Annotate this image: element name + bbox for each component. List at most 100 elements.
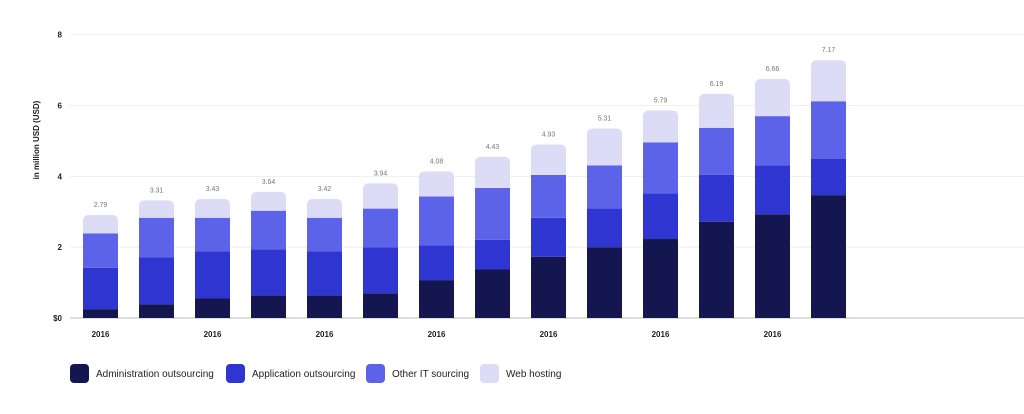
bar-segment [811,60,846,102]
x-tick-label: 2016 [92,330,110,339]
legend-item: Application outsourcing [226,364,355,383]
legend-swatch [480,364,499,383]
legend-item: Administration outsourcing [70,364,214,383]
bar-segment [755,165,790,215]
bar-segment [419,280,454,318]
y-tick-label: 2 [58,243,63,252]
bar-segment [307,295,342,318]
bar-segment [83,309,118,318]
bar-segment [307,217,342,252]
legend-swatch [70,364,89,383]
y-tick-label: 6 [58,102,63,111]
legend-label: Administration outsourcing [96,369,214,380]
data-label: 3.94 [374,170,388,177]
x-axis-ticks: 2016 2016 2016 2016 2016 2016 2016 [92,330,782,339]
x-tick-label: 2016 [428,330,446,339]
bar-segment [195,251,230,299]
y-tick-label: 8 [58,31,63,40]
data-label: 4.93 [542,131,556,138]
bar-segment [307,251,342,296]
bar-segment [811,101,846,159]
bar-segment [307,199,342,218]
data-label: 4.43 [486,144,500,151]
data-label: 7.17 [822,47,836,54]
bar-segment [195,199,230,218]
bar-segment [251,191,286,211]
legend: Administration outsourcing Application ou… [70,364,561,383]
data-label: 5.31 [598,116,612,123]
legend-item: Web hosting [480,364,561,383]
bar-segment [587,128,622,166]
bar-segment [251,210,286,250]
data-label: 6.66 [766,66,780,73]
bar-segment [699,127,734,175]
bar-stack: 7.17 [811,47,846,318]
bar-segment [139,200,174,218]
bar-segment [531,174,566,218]
bar-segment [699,221,734,318]
bar-stack: 3.43 [195,186,230,318]
bar-stack: 3.94 [363,170,398,318]
bar-segment [83,214,118,234]
y-tick-label: 4 [58,172,63,181]
bar-stack: 4.43 [475,144,510,318]
bar-stack: 6.19 [699,81,734,318]
bar-stack: 3.31 [139,187,174,318]
bar-segment [195,298,230,318]
bar-segment [419,245,454,281]
y-axis-ticks: $0 2 4 6 8 [53,31,62,323]
data-label: 6.19 [710,81,724,88]
bar-segment [195,217,230,252]
bar-segment [251,295,286,318]
bar-segment [643,110,678,143]
bar-segment [475,239,510,270]
bar-stack: 3.64 [251,179,286,318]
bar-segment [755,116,790,166]
bar-segment [83,233,118,268]
bar-segment [363,183,398,209]
bar-segment [531,256,566,318]
bar-segment [83,267,118,310]
data-label: 3.43 [206,186,220,193]
bar-segment [419,171,454,197]
bar-segment [643,193,678,240]
bar-segment [419,196,454,246]
x-tick-label: 2016 [316,330,334,339]
bar-segment [755,214,790,318]
bar-stack: 4.08 [419,158,454,318]
data-label: 3.64 [262,179,276,186]
bar-segment [699,174,734,222]
legend-label: Application outsourcing [252,369,355,380]
bar-stack: 3.42 [307,186,342,318]
legend-label: Web hosting [506,369,561,380]
bar-segment [587,208,622,248]
bar-segment [363,247,398,294]
x-tick-label: 2016 [764,330,782,339]
bar-segment [139,304,174,318]
legend-swatch [226,364,245,383]
bar-segment [699,93,734,128]
bar-segment [531,144,566,175]
bar-segment [587,165,622,209]
x-tick-label: 2016 [204,330,222,339]
bar-stack: 4.93 [531,131,566,318]
legend-swatch [366,364,385,383]
data-label: 2.79 [94,202,108,209]
bar-segment [251,249,286,296]
legend-label: Other IT sourcing [392,369,469,380]
bar-segment [811,158,846,196]
x-tick-label: 2016 [652,330,670,339]
bar-segment [363,208,398,248]
bar-segment [475,188,510,240]
bar-stack: 2.79 [83,202,118,318]
y-axis-label: in million USD (USD) [32,100,41,179]
bar-segment [643,142,678,194]
data-label: 5.79 [654,97,668,104]
bar-stack: 6.66 [755,66,790,318]
bar-segment [755,78,790,117]
bar-stack: 5.31 [587,116,622,318]
bar-segment [139,217,174,258]
bar-segment [811,195,846,318]
bar-segment [531,217,566,257]
